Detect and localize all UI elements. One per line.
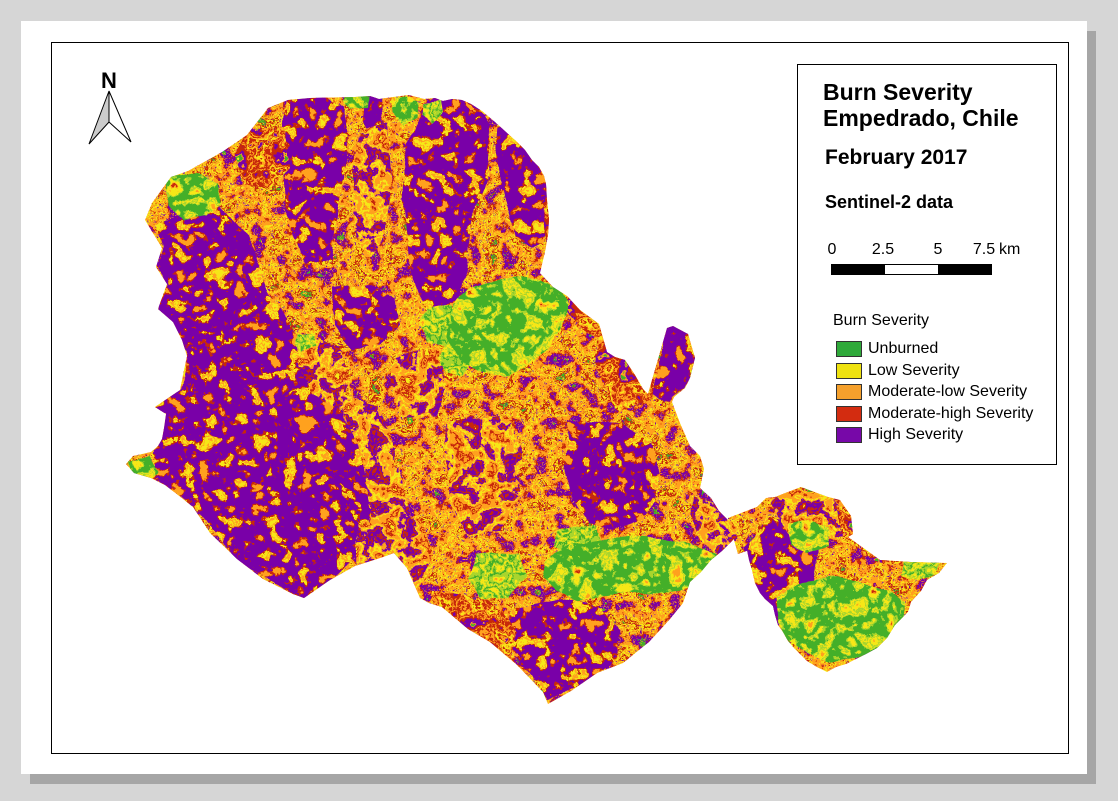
svg-text:N: N [101, 68, 117, 93]
